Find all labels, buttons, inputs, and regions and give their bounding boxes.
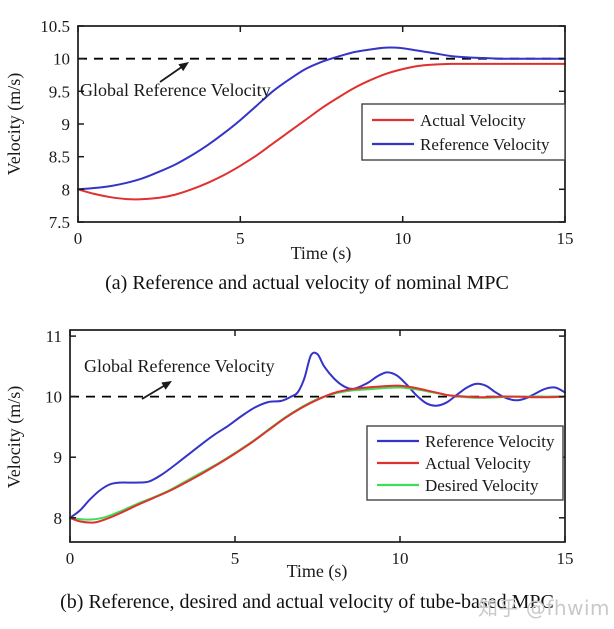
annotation-arrow-line <box>141 382 169 400</box>
caption-chart-a: (a) Reference and actual velocity of nom… <box>105 272 509 294</box>
y-tick-label: 8 <box>54 509 63 528</box>
x-tick-label: 0 <box>66 549 75 568</box>
legend-label: Reference Velocity <box>420 135 550 154</box>
y-axis-label: Velocity (m/s) <box>4 73 25 175</box>
annotation-arrow-head <box>178 62 189 72</box>
y-tick-label: 9.5 <box>49 82 70 101</box>
series-actual-velocity <box>69 384 566 524</box>
series-reference-velocity <box>69 351 566 519</box>
series-actual-velocity <box>77 62 566 201</box>
x-axis-label: Time (s) <box>287 561 348 582</box>
chart-a: 0 5 10 15 7.5 8 8.5 9 9.5 10 10.5 Time (s) Velocity … <box>4 17 574 264</box>
global-reference-annotation: Global Reference Velocity <box>84 356 275 376</box>
legend-label: Desired Velocity <box>425 476 539 495</box>
legend-box <box>361 103 566 161</box>
legend-label: Actual Velocity <box>425 454 531 473</box>
plot-box <box>69 329 566 543</box>
series-reference-velocity <box>77 46 566 191</box>
y-tick-label: 10 <box>45 388 62 407</box>
x-tick-label: 5 <box>231 549 240 568</box>
x-tick-label: 10 <box>392 549 409 568</box>
y-axis-label: Velocity (m/s) <box>4 386 25 488</box>
y-tick-label: 10.5 <box>40 17 70 36</box>
y-tick-label: 8 <box>62 180 71 199</box>
caption-chart-b: (b) Reference, desired and actual veloci… <box>60 591 554 613</box>
watermark-text: 知乎 @fhwim <box>478 596 610 620</box>
x-axis-label: Time (s) <box>291 243 352 264</box>
y-tick-label: 10 <box>53 50 70 69</box>
global-reference-annotation: Global Reference Velocity <box>80 80 271 100</box>
annotation-arrow-line <box>159 64 186 83</box>
y-tick-label: 11 <box>46 327 62 346</box>
x-tick-label: 15 <box>557 549 574 568</box>
x-tick-label: 0 <box>74 229 83 248</box>
x-tick-label: 5 <box>236 229 245 248</box>
x-tick-label: 10 <box>394 229 411 248</box>
y-tick-label: 9 <box>62 115 71 134</box>
chart-b: 0 5 10 15 8 9 10 11 Time (s) Velocity (m/s) Global… <box>4 327 574 582</box>
y-tick-label: 9 <box>54 448 63 467</box>
annotation-arrow-head <box>161 381 172 390</box>
x-tick-label: 15 <box>557 229 574 248</box>
legend-label: Reference Velocity <box>425 432 555 451</box>
y-tick-label: 7.5 <box>49 213 70 232</box>
legend-label: Actual Velocity <box>420 111 526 130</box>
y-tick-label: 8.5 <box>49 148 70 167</box>
